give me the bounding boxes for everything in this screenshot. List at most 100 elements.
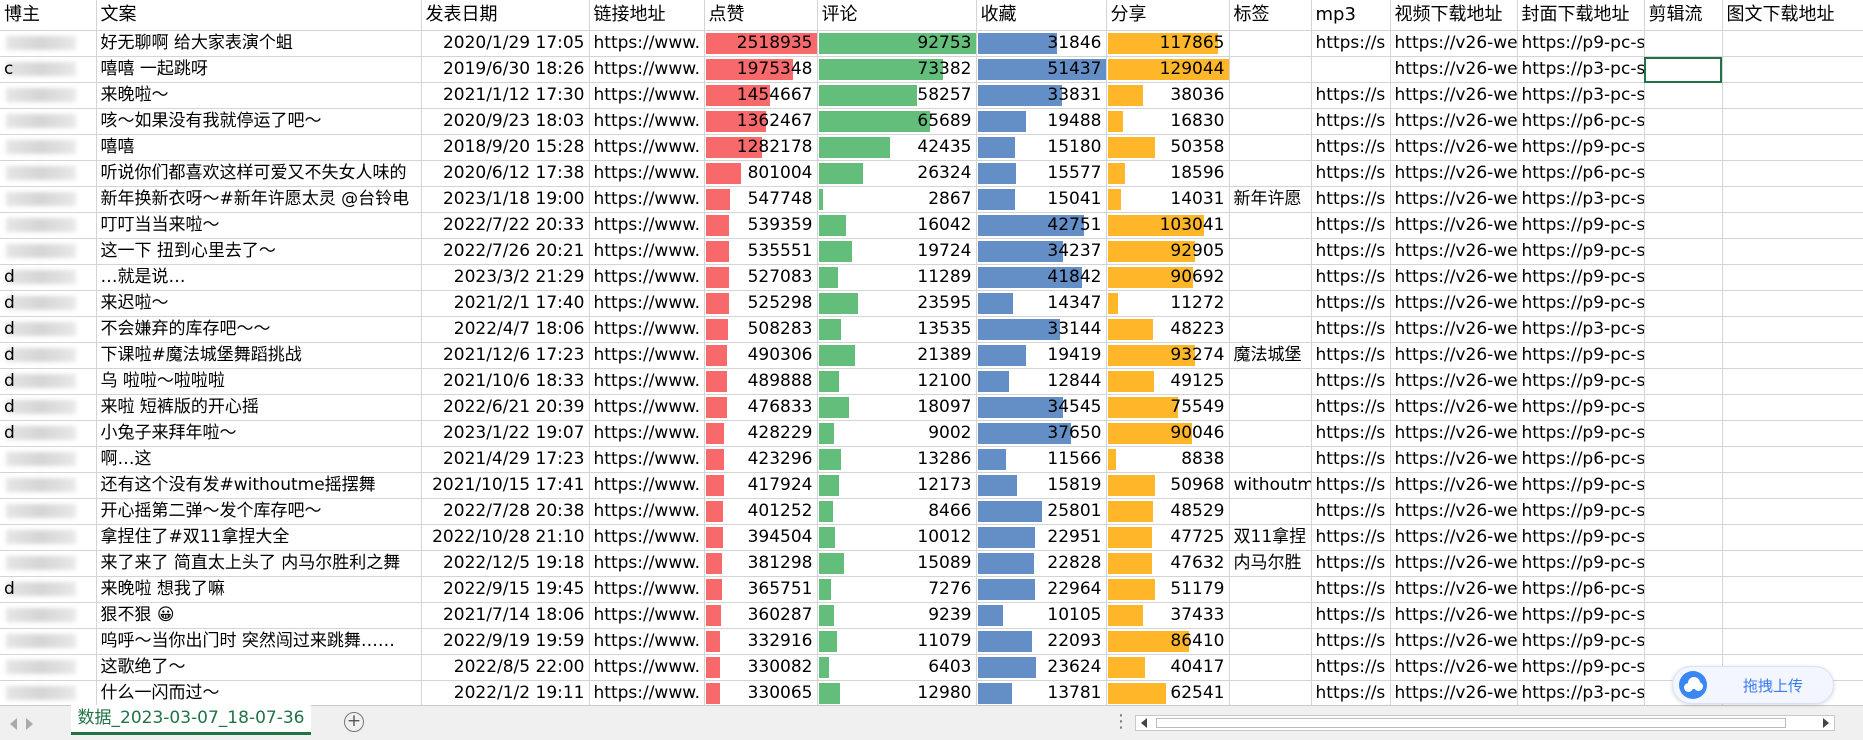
cell-shares[interactable]: 11272 [1106,290,1230,317]
cell-image[interactable] [1722,160,1863,187]
header-caption[interactable]: 文案 [96,0,422,31]
cell-date[interactable]: 2022/7/26 20:21 [421,238,590,265]
cell-blogger[interactable]: d [0,316,97,343]
cell-mp3[interactable]: https://s [1311,264,1391,291]
cell-link[interactable]: https://www. [589,56,705,83]
cell-tag[interactable] [1229,394,1312,421]
scroll-left-icon[interactable] [1141,718,1147,728]
cell-likes[interactable]: 365751 [704,576,818,603]
cell-mp3[interactable]: https://s [1311,550,1391,577]
horizontal-scrollbar[interactable] [1135,715,1835,731]
cell-comments[interactable]: 19724 [817,238,977,265]
cell-caption[interactable]: 来晚啦～ [96,82,422,109]
cell-caption[interactable]: 来啦 短裤版的开心摇 [96,394,422,421]
header-image-url[interactable]: 图文下载地址 [1722,0,1863,31]
cell-cover[interactable]: https://p3-pc-sign.douyinpic.com/tos-c [1517,316,1645,343]
cell-favorites[interactable]: 23624 [976,654,1107,681]
cell-link[interactable]: https://www. [589,82,705,109]
cell-caption[interactable]: 下课啦#魔法城堡舞蹈挑战 [96,342,422,369]
cell-date[interactable]: 2020/9/23 18:03 [421,108,590,135]
cell-comments[interactable]: 21389 [817,342,977,369]
cell-blogger[interactable] [0,680,97,705]
cell-link[interactable]: https://www. [589,316,705,343]
cell-video[interactable]: https://v26-we [1390,680,1518,705]
cell-likes[interactable]: 527083 [704,264,818,291]
cell-likes[interactable]: 330082 [704,654,818,681]
cell-caption[interactable]: 咳～如果没有我就停运了吧～ [96,108,422,135]
cell-cover[interactable]: https://p9-pc-sign.douyinpic.com/tos-c [1517,472,1645,499]
cell-image[interactable] [1722,56,1863,83]
cell-image[interactable] [1722,134,1863,161]
cell-blogger[interactable] [0,524,97,551]
cell-edit[interactable] [1644,394,1723,421]
cell-comments[interactable]: 12980 [817,680,977,705]
cell-cover[interactable]: https://p9-pc-sign.douyinpic.com/tos-c [1517,524,1645,551]
cell-tag[interactable]: 魔法城堡 [1229,342,1312,369]
cell-tag[interactable] [1229,368,1312,395]
cell-likes[interactable]: 2518935 [704,30,818,57]
cell-blogger[interactable]: d [0,290,97,317]
cell-caption[interactable]: 还有这个没有发#withoutme摇摆舞 [96,472,422,499]
cell-tag[interactable] [1229,56,1312,83]
cell-comments[interactable]: 13286 [817,446,977,473]
cell-date[interactable]: 2021/12/6 17:23 [421,342,590,369]
cell-date[interactable]: 2021/7/14 18:06 [421,602,590,629]
cell-video[interactable]: https://v26-we [1390,238,1518,265]
cell-date[interactable]: 2022/6/21 20:39 [421,394,590,421]
cell-link[interactable]: https://www. [589,290,705,317]
cell-video[interactable]: https://v26-we [1390,446,1518,473]
cell-cover[interactable]: https://p9-pc-sign.douyinpic.com/tos-c [1517,394,1645,421]
cell-caption[interactable]: 好无聊啊 给大家表演个蛆 [96,30,422,57]
cell-blogger[interactable] [0,134,97,161]
cell-shares[interactable]: 48529 [1106,498,1230,525]
cell-cover[interactable]: https://p9-pc-sign.douyinpic.com/tos-c [1517,342,1645,369]
cell-comments[interactable]: 2867 [817,186,977,213]
cell-comments[interactable]: 7276 [817,576,977,603]
cell-shares[interactable]: 62541 [1106,680,1230,705]
cell-cover[interactable]: https://p9-pc-sign.douyinpic.com/tos-c [1517,264,1645,291]
cell-shares[interactable]: 49125 [1106,368,1230,395]
cell-link[interactable]: https://www. [589,160,705,187]
cell-image[interactable] [1722,342,1863,369]
cell-favorites[interactable]: 15819 [976,472,1107,499]
cell-video[interactable]: https://v26-we [1390,82,1518,109]
cell-cover[interactable]: https://p3-pc-sign.douyinpic.com/2976 [1517,56,1645,83]
cell-link[interactable]: https://www. [589,394,705,421]
cell-shares[interactable]: 18596 [1106,160,1230,187]
cell-video[interactable]: https://v26-we [1390,420,1518,447]
cell-image[interactable] [1722,82,1863,109]
header-favorites[interactable]: 收藏 [976,0,1107,31]
prev-sheet-icon[interactable] [10,718,17,730]
cell-tag[interactable] [1229,212,1312,239]
cell-link[interactable]: https://www. [589,524,705,551]
cell-comments[interactable]: 12173 [817,472,977,499]
cell-blogger[interactable] [0,160,97,187]
cell-mp3[interactable]: https://s [1311,212,1391,239]
cell-tag[interactable]: 新年许愿 [1229,186,1312,213]
cell-video[interactable]: https://v26-we [1390,212,1518,239]
cell-link[interactable]: https://www. [589,602,705,629]
cell-date[interactable]: 2021/2/1 17:40 [421,290,590,317]
cell-link[interactable]: https://www. [589,264,705,291]
cell-shares[interactable]: 117865 [1106,30,1230,57]
cell-tag[interactable]: withoutm [1229,472,1312,499]
cell-cover[interactable]: https://p9-pc-sign.douyinpic.com/tos-c [1517,30,1645,57]
cell-favorites[interactable]: 37650 [976,420,1107,447]
cell-likes[interactable]: 394504 [704,524,818,551]
cell-link[interactable]: https://www. [589,108,705,135]
cell-image[interactable] [1722,628,1863,655]
cell-caption[interactable]: 叮叮当当来啦～ [96,212,422,239]
cell-caption[interactable]: 啊…这 [96,446,422,473]
header-video-url[interactable]: 视频下载地址 [1390,0,1518,31]
cell-link[interactable]: https://www. [589,680,705,705]
cell-shares[interactable]: 129044 [1106,56,1230,83]
cell-date[interactable]: 2022/9/15 19:45 [421,576,590,603]
cell-edit[interactable] [1644,576,1723,603]
cell-link[interactable]: https://www. [589,628,705,655]
cell-comments[interactable]: 23595 [817,290,977,317]
cell-tag[interactable] [1229,446,1312,473]
cell-likes[interactable]: 525298 [704,290,818,317]
header-blogger[interactable]: 博主 [0,0,97,31]
cell-date[interactable]: 2023/1/22 19:07 [421,420,590,447]
cell-likes[interactable]: 489888 [704,368,818,395]
